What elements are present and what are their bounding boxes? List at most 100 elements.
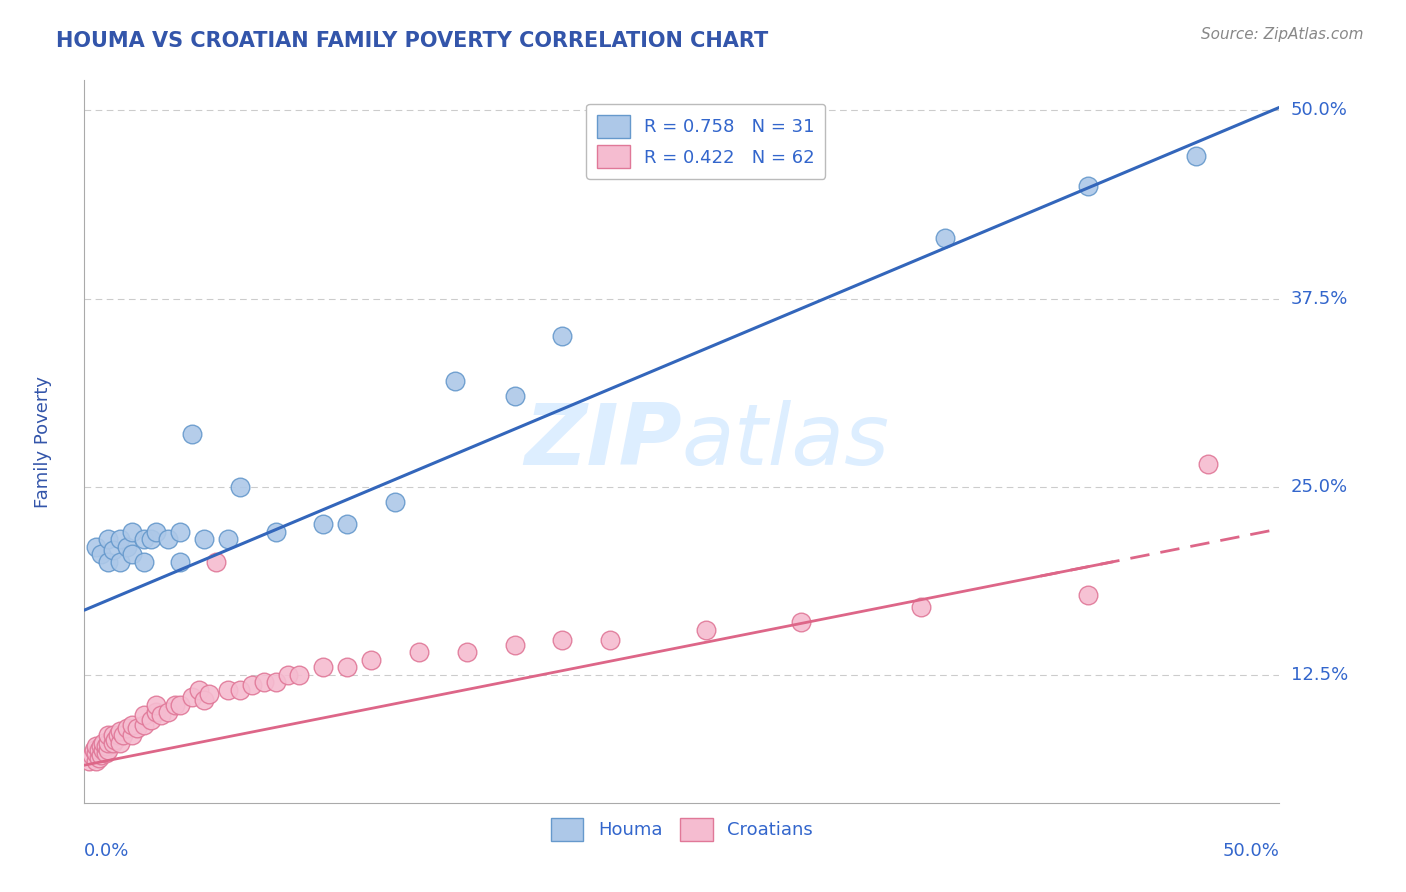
Point: [229, 480, 252, 494]
Point: [86, 754, 108, 768]
Text: Source: ZipAtlas.com: Source: ZipAtlas.com: [1201, 27, 1364, 42]
Point: [121, 548, 143, 562]
Point: [503, 638, 526, 652]
Point: [934, 231, 956, 245]
Text: 25.0%: 25.0%: [1291, 478, 1348, 496]
Point: [77, 754, 100, 768]
Text: 50.0%: 50.0%: [1223, 842, 1279, 860]
Point: [551, 633, 574, 648]
Point: [94, 746, 117, 760]
Point: [94, 739, 117, 753]
Point: [121, 524, 143, 539]
Point: [93, 735, 115, 749]
Text: ZIP: ZIP: [524, 400, 682, 483]
Point: [910, 600, 932, 615]
Point: [229, 682, 252, 697]
Point: [117, 721, 139, 735]
Point: [336, 660, 359, 674]
Point: [86, 540, 108, 554]
Point: [110, 533, 132, 547]
Point: [169, 698, 191, 712]
Point: [157, 533, 180, 547]
Point: [165, 698, 187, 712]
Point: [336, 517, 359, 532]
Point: [145, 706, 167, 720]
Point: [312, 660, 335, 674]
Point: [110, 555, 132, 569]
Point: [104, 732, 127, 747]
Point: [132, 555, 156, 569]
Point: [790, 615, 813, 630]
Text: Family Poverty: Family Poverty: [34, 376, 52, 508]
Point: [87, 750, 110, 764]
Point: [111, 728, 134, 742]
Point: [101, 735, 124, 749]
Text: 50.0%: 50.0%: [1291, 102, 1347, 120]
Point: [188, 682, 211, 697]
Point: [169, 555, 191, 569]
Point: [121, 728, 143, 742]
Point: [97, 735, 120, 749]
Point: [240, 678, 263, 692]
Point: [384, 494, 406, 508]
Point: [264, 675, 287, 690]
Point: [205, 555, 228, 569]
Point: [132, 533, 156, 547]
Point: [93, 743, 115, 757]
Point: [145, 698, 167, 712]
Point: [288, 668, 311, 682]
Point: [193, 533, 215, 547]
Legend: Houma, Croatians: Houma, Croatians: [544, 810, 820, 848]
Point: [444, 375, 467, 389]
Point: [456, 645, 478, 659]
Point: [90, 548, 112, 562]
Point: [503, 389, 526, 403]
Point: [87, 743, 110, 757]
Text: 12.5%: 12.5%: [1291, 665, 1348, 684]
Point: [97, 555, 120, 569]
Point: [110, 723, 132, 738]
Point: [117, 540, 139, 554]
Point: [80, 747, 103, 762]
Point: [86, 746, 108, 760]
Point: [277, 668, 299, 682]
Point: [1197, 457, 1219, 471]
Point: [86, 739, 108, 753]
Point: [132, 708, 156, 723]
Point: [101, 542, 124, 557]
Point: [145, 524, 167, 539]
Point: [107, 728, 129, 742]
Point: [551, 329, 574, 343]
Text: HOUMA VS CROATIAN FAMILY POVERTY CORRELATION CHART: HOUMA VS CROATIAN FAMILY POVERTY CORRELA…: [56, 31, 769, 51]
Point: [599, 633, 621, 648]
Point: [193, 693, 215, 707]
Point: [101, 728, 124, 742]
Point: [1185, 148, 1208, 162]
Point: [97, 743, 120, 757]
Point: [312, 517, 335, 532]
Point: [83, 743, 105, 757]
Point: [141, 533, 163, 547]
Point: [169, 524, 191, 539]
Point: [181, 427, 204, 442]
Point: [110, 735, 132, 749]
Point: [360, 653, 382, 667]
Point: [253, 675, 276, 690]
Point: [97, 533, 120, 547]
Point: [197, 687, 219, 701]
Point: [121, 717, 143, 731]
Point: [217, 533, 239, 547]
Point: [149, 708, 172, 723]
Point: [695, 623, 717, 637]
Text: 0.0%: 0.0%: [84, 842, 129, 860]
Point: [97, 728, 120, 742]
Point: [141, 713, 163, 727]
Point: [90, 739, 112, 753]
Point: [181, 690, 204, 705]
Point: [125, 721, 148, 735]
Text: 37.5%: 37.5%: [1291, 290, 1348, 308]
Point: [90, 747, 112, 762]
Point: [217, 682, 239, 697]
Point: [132, 717, 156, 731]
Point: [408, 645, 430, 659]
